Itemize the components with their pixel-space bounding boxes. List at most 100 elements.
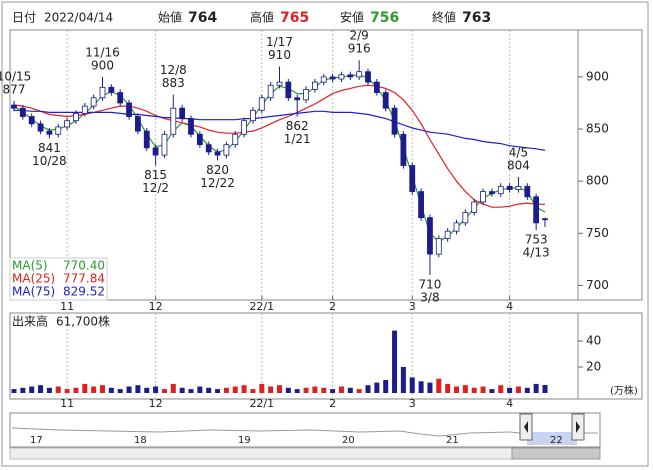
candle-body: [524, 185, 531, 198]
volume-bar: [179, 387, 185, 393]
candle-body: [533, 196, 540, 224]
candle-body: [311, 81, 318, 90]
candle-body: [241, 120, 248, 135]
y-tick-label: 900: [586, 69, 609, 83]
candle-body: [453, 222, 460, 232]
candle-body: [391, 107, 398, 135]
candle-body: [37, 123, 44, 132]
header-label: 日付: [12, 11, 36, 25]
volume-bar: [161, 389, 167, 393]
price-panel: [9, 29, 643, 301]
candle-body: [55, 126, 62, 135]
volume-bar: [126, 386, 132, 393]
annotation-price: 900: [91, 58, 114, 72]
navigator-label: 17: [30, 435, 43, 446]
scrollbar-thumb[interactable]: [511, 447, 601, 460]
x-tick-label: 3: [409, 300, 416, 313]
volume-bar: [321, 387, 327, 393]
volume-bar: [294, 389, 300, 393]
candle-body: [329, 76, 336, 80]
annotation-price: 883: [162, 76, 185, 90]
candle-body: [338, 74, 345, 80]
candle-body: [99, 86, 106, 99]
volume-bar: [153, 386, 159, 393]
header-value: 2022/04/14: [44, 11, 113, 25]
x-tick-label: 12: [149, 300, 163, 313]
volume-bar: [82, 383, 88, 393]
candle-body: [488, 191, 495, 195]
volume-bar: [462, 385, 468, 393]
candle-body: [382, 92, 389, 109]
ma-line: [14, 109, 546, 151]
y-tick-label: 850: [586, 122, 609, 136]
volume-bar: [285, 387, 291, 393]
annotation-price: 910: [268, 48, 291, 62]
candle-body: [250, 109, 256, 122]
candle-body: [64, 120, 70, 128]
volume-bar: [471, 387, 477, 393]
candle-body: [462, 212, 469, 224]
navigator-label: 18: [134, 435, 147, 446]
volume-bar: [400, 367, 406, 393]
x-tick-label: 2: [329, 397, 336, 410]
candle-body: [134, 116, 141, 132]
volume-bar: [445, 383, 451, 393]
candle-body: [223, 144, 230, 156]
header-value: 765: [280, 10, 309, 26]
annotation-price: 815: [144, 168, 167, 182]
volume-bar: [46, 387, 52, 393]
header-value: 763: [462, 10, 491, 26]
candle-body: [444, 230, 451, 239]
candle-body: [73, 112, 79, 122]
volume-bar: [38, 385, 44, 393]
candle-body: [400, 133, 407, 166]
candle-body: [161, 133, 168, 156]
y-tick-label: 750: [586, 226, 609, 240]
annotation-price: 916: [348, 42, 371, 56]
volume-bar: [73, 387, 79, 393]
y-tick-label: 40: [586, 334, 601, 348]
candle-body: [196, 133, 203, 146]
volume-bar: [259, 383, 265, 393]
volume-bar: [268, 386, 274, 393]
volume-bar: [507, 387, 513, 393]
y-tick-label: 800: [586, 174, 609, 188]
annotation-date: 12/2: [142, 181, 169, 195]
volume-bar: [215, 389, 221, 393]
annotation-date: 12/8: [160, 63, 187, 77]
y-tick-label: 20: [586, 360, 601, 374]
volume-bar: [223, 387, 229, 393]
arrow-icon: [524, 421, 528, 433]
volume-bar: [515, 386, 521, 393]
volume-bar: [170, 383, 176, 393]
x-tick-label: 3: [409, 397, 416, 410]
annotation-date: 12/22: [200, 176, 235, 190]
navigator-label: 21: [446, 435, 459, 446]
legend-name: MA(5): [12, 259, 48, 273]
volume-bar: [250, 389, 256, 393]
candle-body: [320, 76, 327, 83]
arrow-icon: [576, 421, 580, 433]
annotation-price: 753: [525, 233, 548, 247]
volume-bar: [338, 386, 344, 393]
candle-body: [179, 107, 186, 120]
navigator-label: 20: [342, 435, 355, 446]
legend-box: [9, 257, 108, 301]
header-label: 安値: [340, 10, 364, 25]
volume-bar: [454, 386, 459, 393]
candle-body: [108, 86, 115, 93]
annotation-price: 841: [38, 141, 61, 155]
candle-body: [285, 81, 292, 99]
volume-bar: [524, 387, 530, 393]
candle-body: [11, 104, 17, 109]
x-tick-label: 2: [329, 300, 336, 313]
candle-body: [170, 107, 177, 135]
volume-bar: [436, 378, 442, 393]
candle-body: [28, 116, 35, 125]
candle-body: [347, 74, 354, 78]
y-tick-label: 700: [586, 278, 609, 292]
volume-bar: [347, 387, 353, 393]
candle-body: [303, 89, 309, 101]
volume-bar: [330, 389, 336, 393]
volume-value: 61,700株: [56, 314, 110, 329]
